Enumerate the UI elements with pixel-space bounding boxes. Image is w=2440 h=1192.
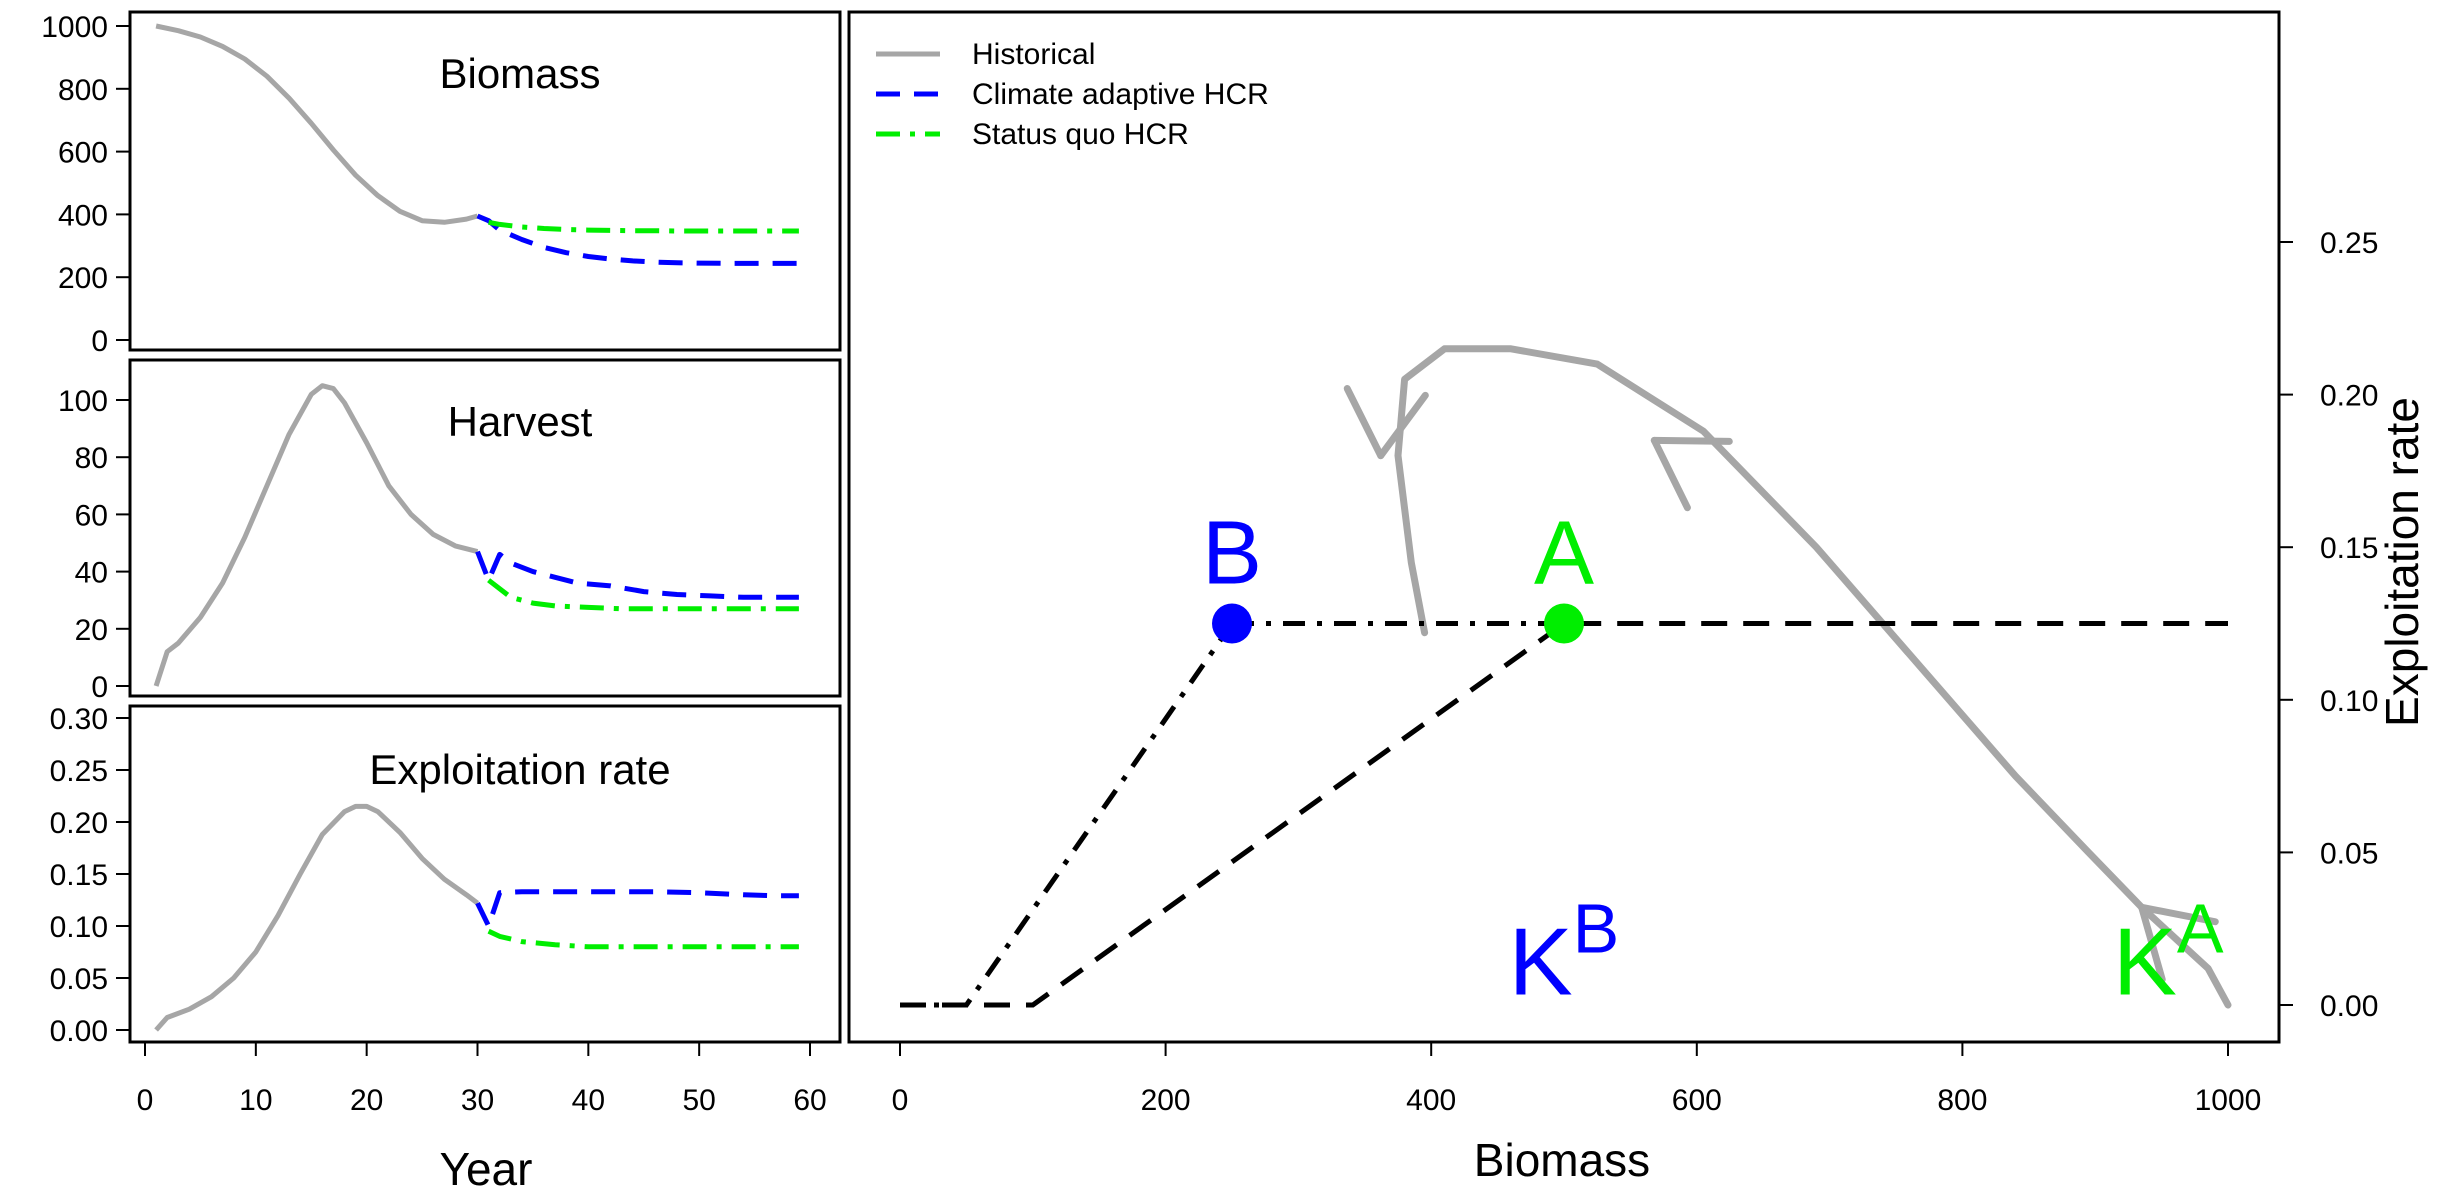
- x-tick-label: 400: [1406, 1084, 1456, 1117]
- y-axis-label-exploitation-rate: Exploitation rate: [2376, 397, 2428, 727]
- y-tick-label: 0.20: [50, 807, 108, 840]
- series-line-climate-adaptive-hcr: [475, 889, 799, 929]
- historical-trajectory: [1394, 345, 2232, 1009]
- series-line-historical: [155, 23, 479, 225]
- legend-label: Historical: [972, 38, 1095, 71]
- trajectory-arrowhead: [1650, 436, 1691, 512]
- series-line-status-quo-hcr: [487, 928, 799, 950]
- y-tick-label: 20: [75, 614, 108, 647]
- x-tick-label: 60: [793, 1084, 826, 1117]
- y-tick-label: 0.00: [50, 1015, 108, 1048]
- label-k-b: KB: [1509, 889, 1620, 1015]
- series-line-historical: [153, 383, 479, 687]
- y-tick-label: 40: [75, 557, 108, 590]
- y-tick-label: 0.00: [2320, 990, 2378, 1023]
- y-tick-label: 80: [75, 442, 108, 475]
- x-tick-label: 1000: [2195, 1084, 2262, 1117]
- x-tick-label: 200: [1141, 1084, 1191, 1117]
- y-tick-label: 60: [75, 499, 108, 532]
- y-tick-label: 400: [58, 199, 108, 232]
- legend: Historical Climate adaptive HCR Status quo…: [876, 38, 1269, 151]
- panel-title: Exploitation rate: [369, 746, 670, 793]
- y-tick-label: 100: [58, 385, 108, 418]
- y-tick-label: 0: [91, 325, 108, 358]
- panel-frame: [847, 10, 2281, 1044]
- panel-phase-plot: Biomass Exploitation rate 0 200 400 600 800 1…: [847, 10, 2428, 1186]
- x-tick-label: 600: [1672, 1084, 1722, 1117]
- y-tick-label: 0: [91, 671, 108, 704]
- y-tick-label: 600: [58, 137, 108, 170]
- legend-label: Climate adaptive HCR: [972, 78, 1269, 111]
- y-tick-label: 0.05: [50, 963, 108, 996]
- trajectory-arrowhead: [1343, 385, 1385, 460]
- panel-frame: [128, 10, 842, 352]
- x-tick-label: 0: [137, 1084, 154, 1117]
- x-axis-label-biomass: Biomass: [1474, 1134, 1650, 1186]
- x-tick-label: 30: [461, 1084, 494, 1117]
- y-tick-label: 0.25: [2320, 227, 2378, 260]
- hcr-line-b: [900, 622, 1235, 1008]
- panel-harvest: Harvest 0 20 40 60 80 100: [58, 358, 842, 704]
- trajectory-arrowhead: [1650, 436, 1733, 445]
- x-tick-label: 50: [682, 1084, 715, 1117]
- y-tick-label: 0.05: [2320, 837, 2378, 870]
- panel-title: Harvest: [448, 398, 593, 445]
- y-tick-label: 0.15: [50, 859, 108, 892]
- trajectory-arrowhead: [2138, 903, 2166, 983]
- label-k-a: KA: [2113, 889, 2224, 1015]
- x-tick-label: 40: [572, 1084, 605, 1117]
- series-line-status-quo-hcr: [487, 578, 799, 612]
- series-line-historical: [154, 803, 479, 1032]
- x-tick-label: 10: [239, 1084, 272, 1117]
- trajectory-arrowhead: [2138, 903, 2219, 926]
- y-tick-label: 0.10: [50, 911, 108, 944]
- point-a-label: A: [1534, 504, 1594, 604]
- trajectory-arrowhead: [1377, 391, 1429, 460]
- series-line-climate-adaptive-hcr: [475, 550, 799, 600]
- point-b-marker: [1212, 603, 1252, 644]
- panel-frame: [128, 358, 842, 698]
- legend-label: Status quo HCR: [972, 118, 1189, 151]
- y-tick-label: 0.20: [2320, 380, 2378, 413]
- series-line-climate-adaptive-hcr: [476, 213, 799, 266]
- y-tick-label: 1000: [41, 11, 108, 44]
- x-tick-label: 0: [892, 1084, 909, 1117]
- point-a-marker: [1544, 603, 1584, 644]
- point-b-label: B: [1202, 504, 1262, 604]
- y-tick-label: 800: [58, 74, 108, 107]
- series-line-status-quo-hcr: [488, 219, 799, 234]
- y-tick-label: 0.30: [50, 703, 108, 736]
- panel-title: Biomass: [439, 50, 600, 97]
- x-axis-label-year: Year: [440, 1143, 533, 1192]
- panel-exploitation-rate: Exploitation rate 0.00 0.05 0.10 0.15 0.20 0.…: [50, 703, 842, 1117]
- y-tick-label: 0.15: [2320, 532, 2378, 565]
- panel-biomass: Biomass 0 200 400 600 800 1000: [41, 10, 842, 358]
- x-tick-label: 800: [1937, 1084, 1987, 1117]
- y-tick-label: 200: [58, 262, 108, 295]
- x-tick-label: 20: [350, 1084, 383, 1117]
- y-tick-label: 0.10: [2320, 685, 2378, 718]
- y-tick-label: 0.25: [50, 755, 108, 788]
